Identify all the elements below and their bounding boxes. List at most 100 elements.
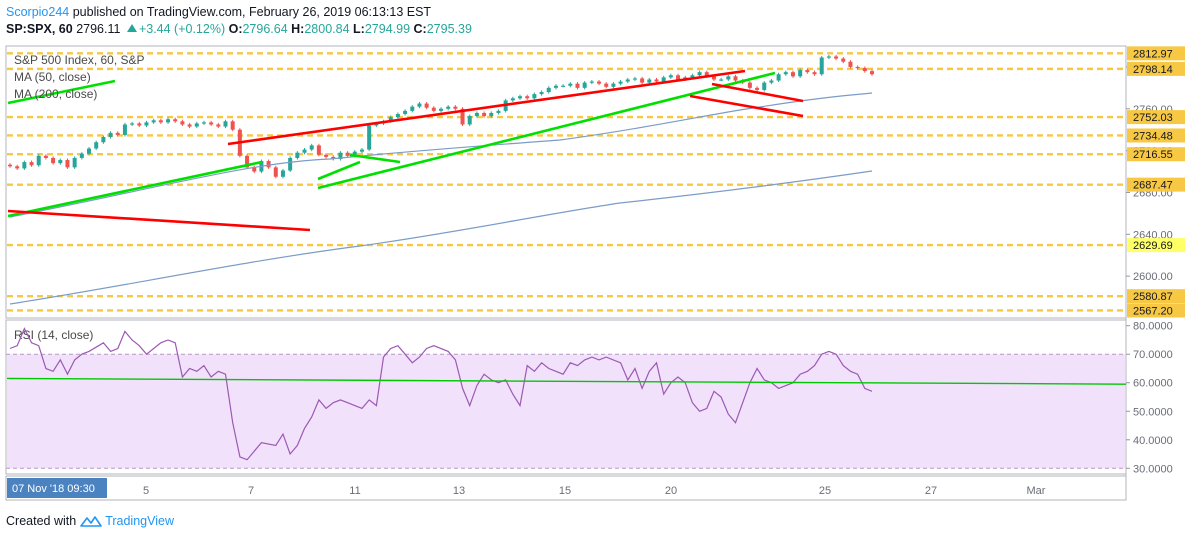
candle-body (252, 167, 257, 172)
candle-body (395, 114, 400, 118)
candle-body (640, 78, 645, 83)
candle-body (417, 103, 422, 107)
candle-body (388, 117, 393, 122)
candle (43, 154, 48, 160)
candle (324, 153, 329, 159)
candle (130, 121, 135, 127)
candle (575, 82, 580, 90)
time-tick-label-1: 5 (143, 485, 149, 497)
candle (862, 66, 867, 73)
candle (790, 70, 795, 78)
candle (345, 151, 350, 158)
candle-body (561, 85, 566, 87)
trendline-red-a (7, 209, 311, 232)
candle-body (367, 125, 372, 150)
legend-ma-200: MA (200, close) (14, 87, 97, 101)
candle (122, 122, 127, 137)
candle-body (625, 79, 630, 82)
candle-body (158, 120, 163, 123)
created-with-label: Created with (6, 514, 77, 528)
candle-body (525, 96, 530, 99)
candle-body (166, 119, 171, 123)
candle-body (223, 121, 228, 127)
candle (733, 74, 738, 83)
candle (446, 105, 451, 111)
candle-body (439, 108, 443, 111)
candle (359, 148, 364, 154)
candle (819, 55, 824, 76)
candle (280, 168, 285, 179)
time-cursor-badge (7, 478, 107, 498)
candle-body (58, 160, 63, 164)
price-change: +3.44 (+0.12%) (138, 22, 226, 36)
candle-body (115, 132, 120, 135)
tradingview-brand-link[interactable]: TradingView (105, 514, 174, 528)
rsi-tick-label-0: 30.0000 (1133, 463, 1173, 475)
candle-body (180, 121, 185, 125)
candle-body (79, 153, 84, 158)
rsi-band (7, 354, 1125, 469)
price-label-5: 2687.47 (1133, 180, 1173, 192)
candle (539, 90, 544, 96)
candle-body (309, 145, 314, 150)
candle (697, 70, 702, 77)
trendline-green-e (349, 153, 401, 164)
candle-body (431, 107, 436, 111)
candle (180, 119, 185, 127)
candle-body (539, 92, 544, 95)
candle-body (94, 142, 99, 149)
candle (166, 117, 171, 124)
candle-body (776, 74, 781, 81)
candle-body (819, 57, 824, 75)
price-tick-label-0: 2600.00 (1133, 271, 1173, 283)
candle (266, 159, 271, 169)
candle-body (72, 157, 77, 168)
candle-body (870, 71, 874, 75)
candle-body (805, 70, 810, 73)
candle (597, 80, 602, 86)
rsi-tick-label-5: 80.0000 (1133, 321, 1173, 333)
candle (29, 160, 34, 167)
candle-body (151, 120, 156, 123)
candle-body (597, 81, 602, 84)
author-link[interactable]: Scorpio244 (6, 5, 70, 19)
candle-body (101, 137, 106, 143)
price-label-4: 2716.55 (1133, 149, 1173, 161)
open-value: 2796.64 (242, 22, 288, 36)
price-label-6: 2629.69 (1133, 240, 1173, 252)
candle-body (108, 132, 113, 138)
candle (144, 120, 149, 128)
candle-body (316, 145, 321, 155)
candle-body (36, 155, 41, 166)
candle (589, 80, 594, 85)
candle-body (719, 79, 724, 81)
candle-body (848, 61, 853, 67)
candle (747, 81, 752, 90)
candle (474, 111, 479, 118)
candle-body (460, 108, 465, 125)
price-label-bg-6 (1127, 238, 1185, 253)
candle (79, 152, 84, 160)
publish-header: Scorpio244 published on TradingView.com,… (6, 4, 431, 20)
candle-body (8, 164, 12, 167)
candle-body (424, 103, 429, 108)
candle-body (245, 155, 250, 168)
candle-body (410, 106, 415, 111)
candle-body (359, 149, 364, 152)
candle-body (403, 110, 408, 114)
candle (632, 76, 637, 82)
candle (834, 54, 839, 61)
candle (439, 107, 443, 113)
candle-body (266, 161, 271, 168)
candle-body (611, 83, 616, 87)
candle (230, 119, 235, 132)
candle (424, 101, 429, 110)
candle-body (122, 124, 127, 135)
candle-body (762, 82, 767, 90)
candle-body (374, 123, 379, 126)
candle-body (647, 79, 652, 83)
candle-body (632, 78, 637, 80)
candle-body (230, 121, 235, 130)
candle-body (553, 85, 558, 88)
